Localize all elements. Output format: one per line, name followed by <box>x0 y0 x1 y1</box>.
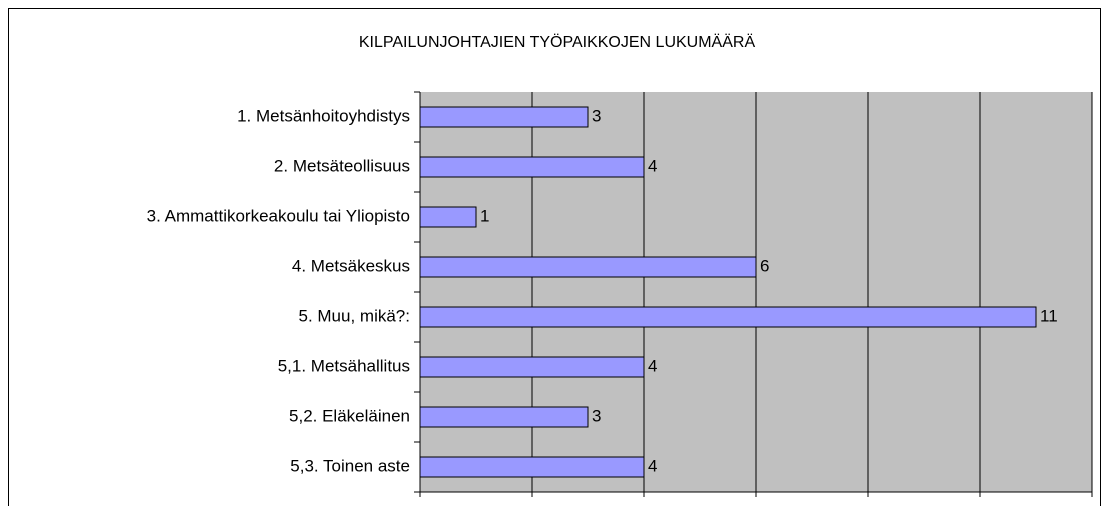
data-label: 4 <box>648 456 657 475</box>
bar <box>419 156 645 178</box>
y-tick-label: 2. Metsäteollisuus <box>274 156 410 175</box>
data-label: 4 <box>648 156 657 175</box>
data-label: 4 <box>648 356 657 375</box>
y-tick-label: 5,3. Toinen aste <box>290 456 410 475</box>
data-label: 1 <box>480 206 489 225</box>
data-label: 3 <box>592 406 601 425</box>
y-tick-label: 5,1. Metsähallitus <box>278 356 410 375</box>
data-label: 3 <box>592 106 601 125</box>
y-tick-label: 4. Metsäkeskus <box>292 256 410 275</box>
bar <box>419 106 589 128</box>
data-label: 6 <box>760 256 769 275</box>
bar <box>419 406 589 428</box>
bar <box>419 206 477 228</box>
data-label: 11 <box>1040 306 1058 325</box>
y-tick-label: 1. Metsänhoitoyhdistys <box>237 106 410 125</box>
bar <box>419 256 757 278</box>
bar <box>419 456 645 478</box>
bar <box>419 306 1037 328</box>
y-tick-label: 5. Muu, mikä?: <box>299 306 411 325</box>
chart-title: KILPAILUNJOHTAJIEN TYÖPAIKKOJEN LUKUMÄÄR… <box>359 33 756 51</box>
bar <box>419 356 645 378</box>
y-tick-label: 3. Ammattikorkeakoulu tai Yliopisto <box>147 206 410 225</box>
y-tick-label: 5,2. Eläkeläinen <box>289 406 410 425</box>
